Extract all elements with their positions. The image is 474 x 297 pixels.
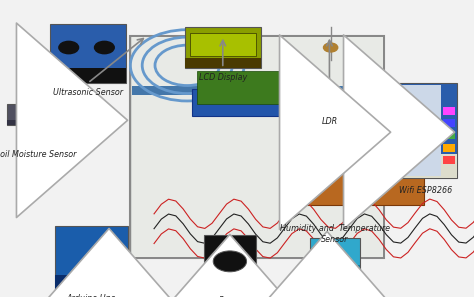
FancyBboxPatch shape	[443, 132, 455, 139]
FancyBboxPatch shape	[443, 144, 455, 151]
FancyBboxPatch shape	[50, 24, 126, 83]
FancyBboxPatch shape	[132, 37, 383, 257]
Circle shape	[323, 43, 337, 52]
FancyBboxPatch shape	[197, 71, 283, 104]
Text: Humidity and  Temperature
Sensor: Humidity and Temperature Sensor	[280, 224, 390, 244]
Circle shape	[213, 251, 246, 272]
FancyBboxPatch shape	[282, 120, 424, 205]
FancyBboxPatch shape	[204, 235, 256, 294]
Circle shape	[59, 41, 79, 54]
FancyBboxPatch shape	[55, 226, 128, 291]
FancyBboxPatch shape	[310, 238, 360, 274]
FancyBboxPatch shape	[192, 89, 288, 116]
Text: LCD Display: LCD Display	[199, 73, 247, 82]
FancyBboxPatch shape	[130, 36, 384, 258]
FancyBboxPatch shape	[310, 266, 360, 274]
Circle shape	[94, 41, 114, 54]
Text: Wifi ESP8266: Wifi ESP8266	[399, 186, 452, 195]
FancyBboxPatch shape	[185, 27, 261, 68]
FancyBboxPatch shape	[393, 83, 457, 178]
Circle shape	[208, 248, 252, 275]
FancyBboxPatch shape	[204, 279, 256, 294]
FancyBboxPatch shape	[393, 85, 441, 176]
FancyBboxPatch shape	[7, 104, 36, 125]
FancyBboxPatch shape	[55, 275, 128, 291]
FancyBboxPatch shape	[112, 255, 127, 271]
Text: Pump: Pump	[219, 296, 241, 297]
FancyBboxPatch shape	[132, 86, 383, 95]
Text: Soil Moisture Sensor: Soil Moisture Sensor	[0, 150, 76, 159]
FancyBboxPatch shape	[443, 107, 455, 115]
Text: Arduino Uno: Arduino Uno	[67, 294, 116, 297]
FancyBboxPatch shape	[7, 119, 36, 125]
FancyBboxPatch shape	[443, 119, 455, 127]
FancyBboxPatch shape	[393, 154, 457, 178]
FancyBboxPatch shape	[50, 68, 126, 83]
FancyBboxPatch shape	[443, 156, 455, 164]
Text: LDR: LDR	[321, 117, 337, 126]
FancyBboxPatch shape	[190, 33, 256, 56]
FancyBboxPatch shape	[185, 58, 261, 68]
Text: Ultrasonic Sensor: Ultrasonic Sensor	[53, 88, 123, 97]
